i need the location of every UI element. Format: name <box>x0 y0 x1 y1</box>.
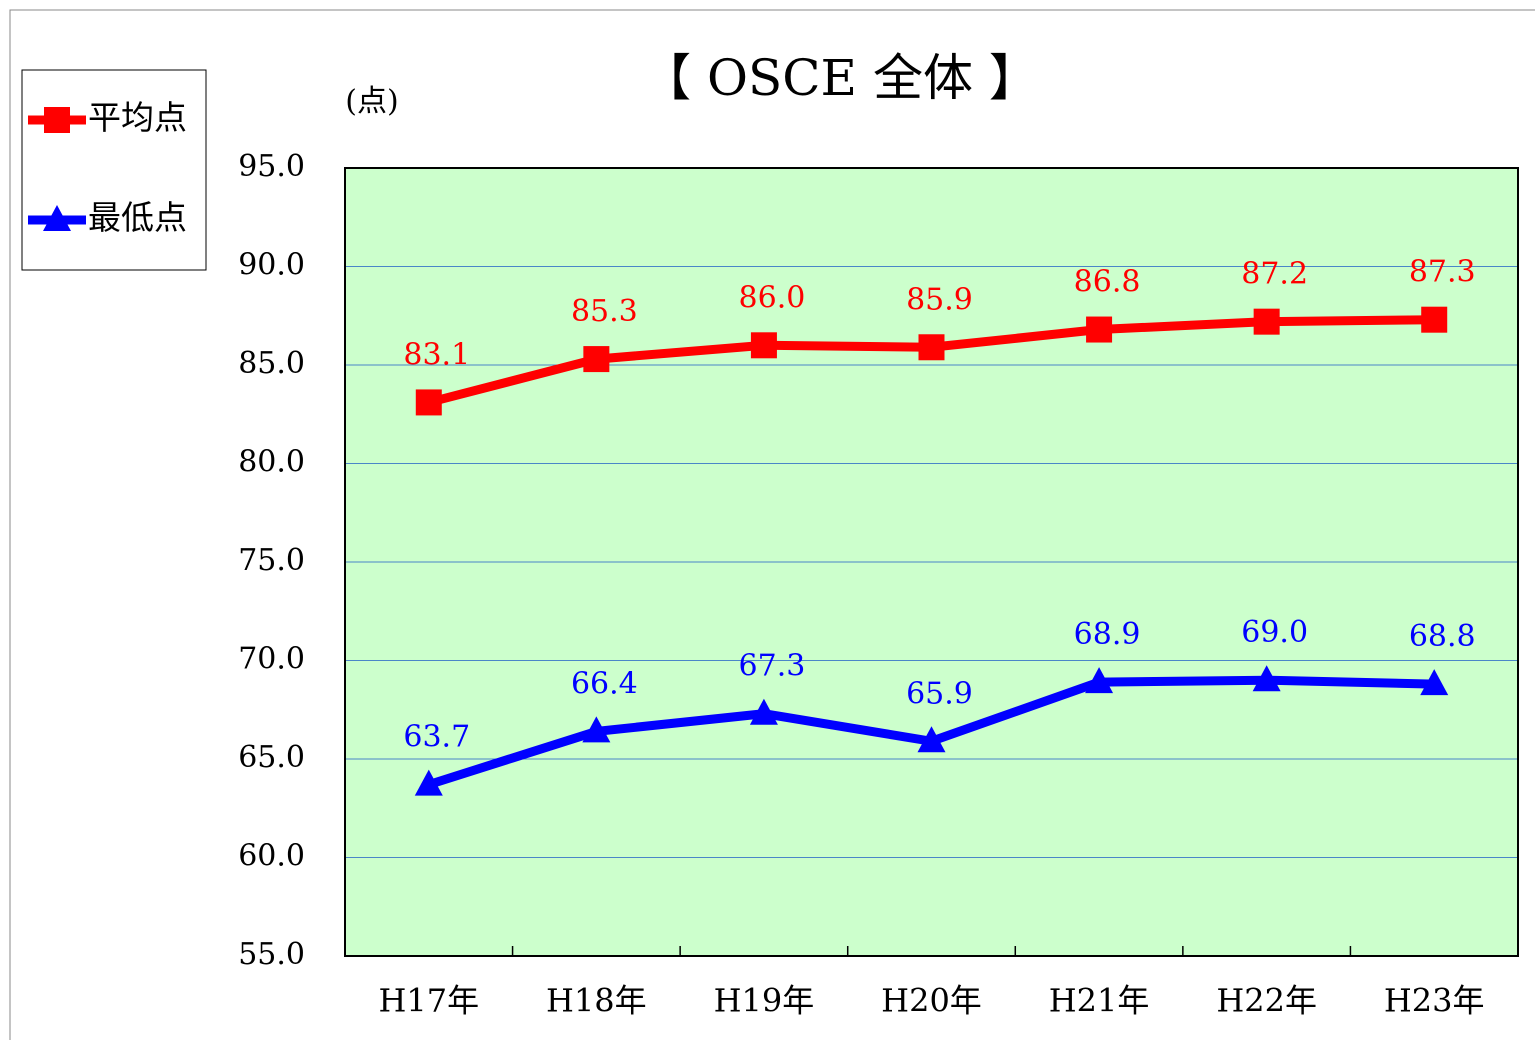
data-label: 87.3 <box>1409 255 1476 290</box>
data-label: 83.1 <box>403 337 470 372</box>
data-label: 85.3 <box>571 294 638 329</box>
y-tick-label: 75.0 <box>238 543 305 578</box>
legend-marker <box>44 107 70 133</box>
data-label: 65.9 <box>906 676 973 711</box>
x-tick-label: H17年 <box>378 982 479 1020</box>
data-point <box>1420 669 1449 696</box>
data-label: 63.7 <box>403 720 470 755</box>
x-tick-label: H19年 <box>714 982 815 1020</box>
data-point <box>1253 308 1280 335</box>
legend-box <box>21 69 207 271</box>
y-tick-label: 65.0 <box>238 740 305 775</box>
data-label: 69.0 <box>1241 615 1308 650</box>
data-label: 68.9 <box>1074 617 1141 652</box>
data-point <box>917 726 946 753</box>
data-label: 86.0 <box>739 280 806 315</box>
y-tick-label: 60.0 <box>238 839 305 874</box>
data-point <box>1252 665 1281 692</box>
y-tick-label: 90.0 <box>238 248 305 283</box>
data-label: 68.8 <box>1409 619 1476 654</box>
data-point <box>1086 316 1113 343</box>
x-tick-label: H20年 <box>881 982 982 1020</box>
legend-marker <box>43 205 71 231</box>
data-point <box>1421 306 1448 333</box>
legend-label: 平均点 <box>88 98 187 137</box>
x-tick-label: H18年 <box>546 982 647 1020</box>
data-label: 66.4 <box>571 666 638 701</box>
data-point <box>1085 667 1114 694</box>
y-tick-label: 70.0 <box>238 642 305 677</box>
data-point <box>415 389 442 416</box>
y-tick-label: 95.0 <box>238 149 305 184</box>
y-tick-label: 55.0 <box>238 937 305 972</box>
y-axis-label: (点) <box>345 84 398 119</box>
data-point <box>582 716 611 743</box>
data-point <box>918 334 945 361</box>
data-point <box>750 332 777 359</box>
x-tick-label: H21年 <box>1049 982 1150 1020</box>
y-tick-label: 85.0 <box>238 346 305 381</box>
data-label: 67.3 <box>739 649 806 684</box>
x-tick-label: H22年 <box>1216 982 1317 1020</box>
legend-label: 最低点 <box>88 198 187 237</box>
x-tick-label: H23年 <box>1384 982 1485 1020</box>
data-point <box>414 769 443 796</box>
y-tick-label: 80.0 <box>238 445 305 480</box>
plot-border <box>344 167 1519 957</box>
data-label: 86.8 <box>1074 265 1141 300</box>
chart-title: 【 OSCE 全体 】 <box>641 49 1039 107</box>
data-label: 85.9 <box>906 282 973 317</box>
data-point <box>583 346 610 373</box>
data-label: 87.2 <box>1241 257 1308 292</box>
data-point <box>749 698 778 725</box>
